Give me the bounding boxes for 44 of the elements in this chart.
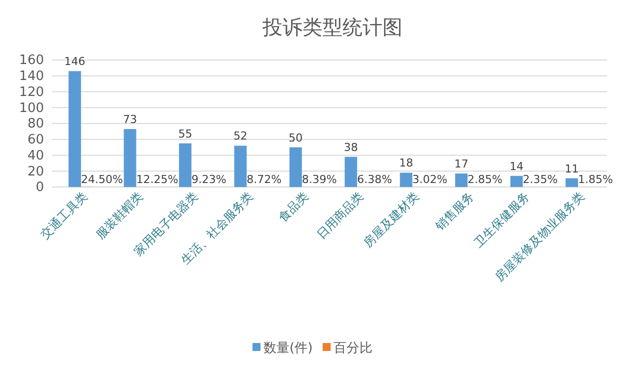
bar [510, 176, 523, 187]
bar [289, 147, 302, 187]
data-label: 38 [344, 140, 358, 154]
data-label: 14 [510, 160, 524, 173]
bar [234, 146, 247, 187]
data-label: 3.02% [412, 172, 448, 186]
legend-label: 百分比 [334, 341, 373, 356]
x-tick-label: 食品类 [276, 189, 312, 224]
data-label: 8.39% [302, 172, 337, 186]
data-label: 1.85% [578, 172, 613, 186]
data-label: 73 [123, 113, 138, 126]
y-tick-label: 100 [19, 100, 44, 116]
bar [179, 143, 192, 187]
bar [124, 129, 136, 187]
data-label: 50 [288, 131, 303, 144]
data-label: 24.50% [80, 172, 123, 186]
bar [344, 156, 358, 187]
data-label: 8.72% [246, 172, 282, 186]
data-label: 2.85% [468, 172, 503, 186]
y-tick-label: 40 [27, 148, 44, 164]
y-tick-label: 80 [27, 116, 44, 132]
bar [566, 178, 578, 187]
y-tick-label: 140 [19, 69, 44, 84]
bar [68, 71, 81, 187]
y-tick-label: 0 [36, 180, 44, 196]
data-label: 11 [564, 162, 579, 176]
chart-title: 投诉类型统计图 [262, 15, 402, 39]
data-label: 9.23% [191, 172, 226, 186]
data-label: 12.25% [136, 172, 178, 186]
data-label: 18 [399, 156, 414, 170]
legend-label: 数量(件) [264, 341, 313, 356]
data-label: 55 [178, 127, 192, 140]
x-tick-label: 销售服务 [432, 189, 477, 234]
data-label: 17 [454, 158, 468, 171]
y-tick-label: 60 [27, 132, 44, 148]
data-label: 2.35% [522, 172, 558, 186]
bar [455, 174, 468, 187]
bar [400, 172, 412, 187]
y-tick-label: 20 [27, 164, 44, 180]
y-tick-label: 120 [19, 84, 44, 100]
y-tick-label: 160 [19, 53, 44, 68]
data-label: 146 [64, 55, 86, 68]
data-label: 6.38% [357, 172, 392, 186]
data-label: 52 [233, 130, 248, 143]
